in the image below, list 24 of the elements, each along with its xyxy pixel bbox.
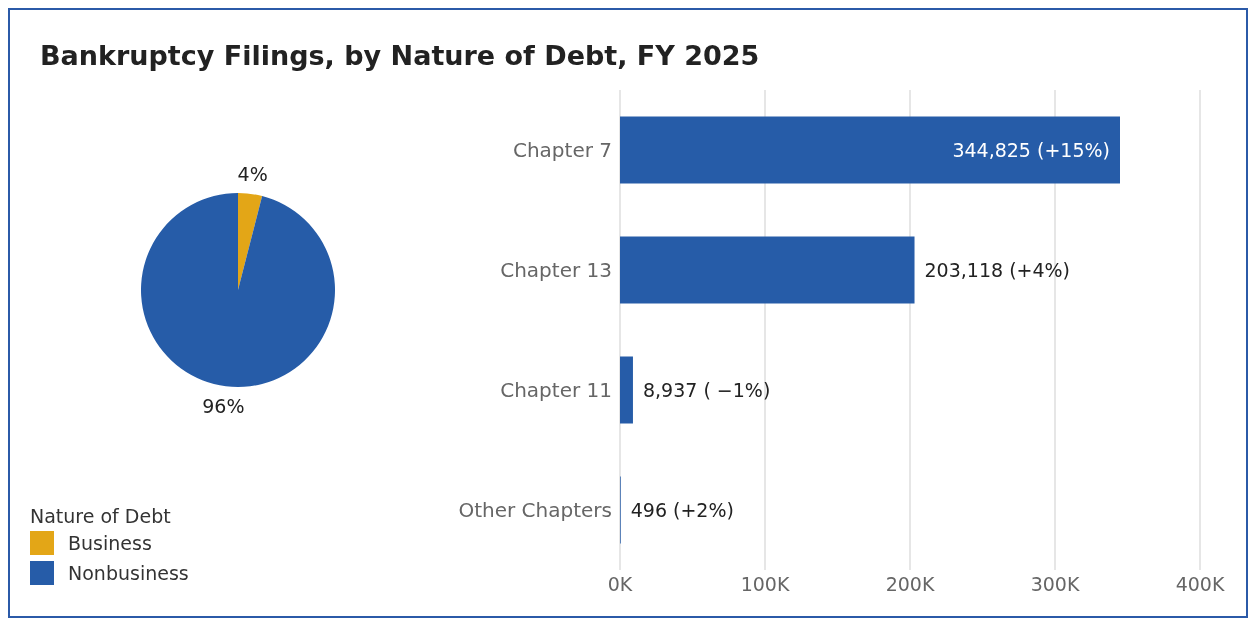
y-tick-label: Chapter 7 [512,138,612,163]
y-tick-label: Chapter 13 [500,258,612,283]
x-tick-label: 400K [1175,573,1225,596]
pie-slice [238,193,263,290]
data-label: 4% [237,162,268,185]
bar [620,116,1120,184]
x-tick-label: 200K [885,573,935,596]
x-tick-label: 100K [740,573,790,596]
legend-label: Business [68,532,152,554]
data-label: 8,937 ( −1%) [642,378,771,401]
legend-title: Nature of Debt [30,505,172,527]
x-tick-label: 0K [607,573,633,596]
text: Bankruptcy Filings, by Nature of Debt, FY 2025 [40,40,760,71]
y-tick-label: Other Chapters [458,498,612,523]
x-tick-label: 300K [1030,573,1080,596]
data-label: 496 (+2%) [630,498,734,521]
bar [620,356,633,424]
legend-label: Nonbusiness [68,562,189,584]
bar [620,236,915,304]
data-label: 344,825 (+15%) [952,138,1110,161]
data-label: 203,118 (+4%) [924,258,1071,281]
data-label: 96% [202,395,245,418]
y-tick-label: Chapter 11 [500,378,612,403]
pie-slice [141,193,335,387]
